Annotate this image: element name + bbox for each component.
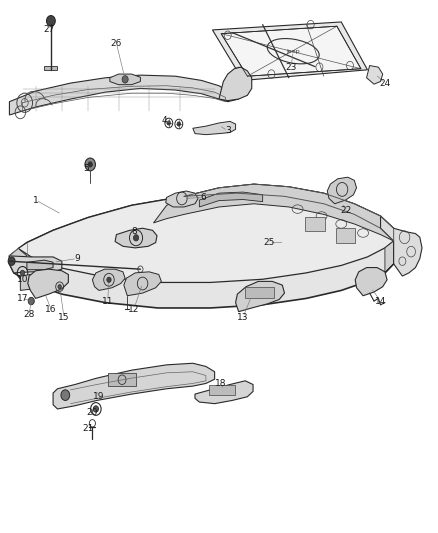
Text: 27: 27	[43, 26, 54, 35]
Polygon shape	[199, 192, 263, 207]
FancyBboxPatch shape	[209, 384, 235, 395]
Text: 19: 19	[93, 392, 105, 401]
FancyBboxPatch shape	[108, 373, 136, 386]
Circle shape	[85, 158, 95, 171]
Polygon shape	[110, 74, 141, 85]
Text: 9: 9	[74, 254, 80, 263]
Polygon shape	[10, 75, 239, 115]
FancyBboxPatch shape	[336, 228, 355, 243]
Polygon shape	[44, 66, 57, 70]
Text: 11: 11	[102, 296, 113, 305]
Polygon shape	[27, 260, 53, 270]
Polygon shape	[221, 26, 361, 76]
Polygon shape	[18, 193, 394, 282]
Text: 25: 25	[264, 238, 275, 247]
Text: 1: 1	[33, 196, 39, 205]
Circle shape	[122, 76, 128, 83]
Circle shape	[177, 122, 180, 126]
Polygon shape	[10, 256, 62, 273]
Polygon shape	[212, 22, 367, 80]
Text: 20: 20	[87, 408, 98, 417]
Polygon shape	[236, 281, 285, 312]
Text: 5: 5	[83, 164, 89, 173]
Text: 8: 8	[131, 228, 137, 237]
Text: 13: 13	[237, 312, 249, 321]
Polygon shape	[115, 228, 157, 248]
Text: 24: 24	[379, 78, 391, 87]
Polygon shape	[381, 216, 422, 276]
Circle shape	[167, 121, 170, 125]
FancyBboxPatch shape	[305, 216, 325, 231]
Circle shape	[61, 390, 70, 400]
Circle shape	[46, 15, 55, 26]
Polygon shape	[10, 248, 27, 273]
Circle shape	[28, 297, 34, 305]
Polygon shape	[327, 177, 357, 204]
Text: 3: 3	[225, 126, 231, 135]
Text: 6: 6	[201, 193, 207, 202]
Circle shape	[107, 277, 111, 282]
Polygon shape	[193, 122, 236, 135]
Text: 28: 28	[23, 310, 35, 319]
Polygon shape	[92, 269, 125, 290]
Text: Jeep: Jeep	[286, 49, 300, 54]
Text: 26: 26	[111, 39, 122, 48]
Polygon shape	[385, 241, 394, 273]
Circle shape	[20, 270, 25, 276]
Polygon shape	[10, 193, 394, 308]
Polygon shape	[124, 272, 161, 296]
Polygon shape	[355, 268, 387, 296]
Text: 12: 12	[128, 304, 140, 313]
Text: 15: 15	[58, 312, 70, 321]
Polygon shape	[195, 381, 253, 403]
FancyBboxPatch shape	[245, 287, 274, 298]
Text: 16: 16	[45, 304, 57, 313]
Text: 22: 22	[340, 206, 351, 215]
Polygon shape	[219, 67, 252, 101]
Text: 10: 10	[17, 275, 28, 284]
Text: 4: 4	[162, 116, 167, 125]
Polygon shape	[184, 184, 381, 228]
Text: 14: 14	[375, 296, 386, 305]
Polygon shape	[153, 184, 394, 241]
Text: 21: 21	[82, 424, 94, 433]
Circle shape	[88, 162, 92, 167]
Text: 17: 17	[17, 294, 28, 303]
Circle shape	[134, 235, 139, 241]
Polygon shape	[28, 269, 68, 298]
Circle shape	[8, 257, 15, 265]
Circle shape	[58, 285, 61, 289]
Polygon shape	[166, 191, 198, 207]
Text: 18: 18	[215, 379, 227, 388]
Circle shape	[93, 406, 99, 412]
Polygon shape	[53, 364, 215, 409]
Polygon shape	[20, 274, 38, 290]
Polygon shape	[367, 66, 383, 84]
Text: 23: 23	[285, 63, 297, 71]
